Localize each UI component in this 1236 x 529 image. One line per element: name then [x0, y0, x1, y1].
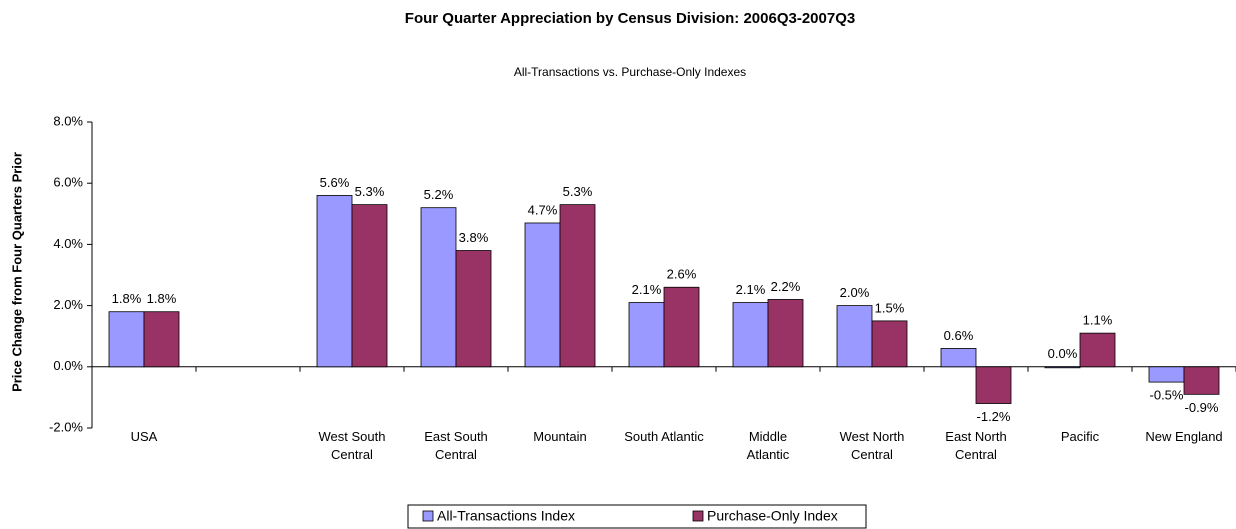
y-axis-label: Price Change from Four Quarters Prior	[9, 152, 24, 392]
x-tick-label-box: East South Central	[424, 429, 488, 462]
bar	[1183, 366, 1220, 395]
x-tick-label: Mountain	[533, 429, 587, 444]
bar	[420, 207, 457, 368]
bar	[628, 302, 665, 368]
bar	[767, 299, 804, 368]
data-label: 5.6%	[320, 175, 350, 190]
data-label: 5.3%	[563, 184, 593, 199]
bar	[559, 204, 596, 368]
y-tick-label: 2.0%	[53, 297, 83, 312]
x-tick-label: East South Central	[424, 429, 488, 462]
x-tick-label-box: West North Central	[839, 429, 905, 462]
legend-swatch	[422, 510, 434, 522]
bar	[975, 366, 1012, 404]
bar	[663, 286, 700, 368]
x-tick-label-box: West South Central	[318, 429, 386, 462]
data-label: 1.8%	[147, 291, 177, 306]
x-tick-label: USA	[130, 429, 158, 444]
x-tick-label-box: Mountain	[533, 429, 587, 444]
data-label: 2.1%	[736, 282, 766, 297]
chart-subtitle: All-Transactions vs. Purchase-Only Index…	[514, 65, 746, 79]
x-tick-label: West North Central	[839, 429, 905, 462]
y-tick-label: 6.0%	[53, 175, 83, 190]
legend-swatch	[692, 510, 704, 522]
bar	[1148, 366, 1185, 383]
data-label: 3.8%	[459, 230, 489, 245]
data-label: 0.0%	[1048, 346, 1078, 361]
bar	[524, 222, 561, 368]
data-label: -1.2%	[977, 409, 1011, 424]
x-tick-label: Pacific	[1060, 429, 1100, 444]
y-tick-label: 0.0%	[53, 358, 83, 373]
data-label: 5.2%	[424, 187, 454, 202]
x-tick-label-box: USA	[130, 429, 158, 444]
data-label: 2.6%	[667, 267, 697, 282]
bar	[455, 250, 492, 368]
x-tick-label: South Atlantic	[624, 429, 704, 444]
data-label: -0.9%	[1185, 400, 1219, 415]
bar	[836, 305, 873, 368]
data-label: 2.0%	[840, 285, 870, 300]
bar	[1044, 366, 1081, 369]
data-label: 2.2%	[771, 279, 801, 294]
data-label: 1.8%	[112, 291, 142, 306]
bar	[108, 311, 145, 368]
bar	[351, 204, 388, 368]
bar	[316, 195, 353, 368]
x-tick-label-box: New England	[1145, 429, 1223, 444]
bar	[871, 320, 908, 368]
data-label: 2.1%	[632, 282, 662, 297]
x-tick-label: Middle Atlantic	[746, 429, 790, 462]
x-tick-label-box: East North Central	[945, 429, 1007, 462]
bar	[940, 348, 977, 368]
x-tick-label-box: South Atlantic	[624, 429, 704, 444]
bar	[732, 302, 769, 368]
legend-label: Purchase-Only Index	[707, 508, 838, 524]
data-label: -0.5%	[1150, 388, 1184, 403]
data-label: 1.5%	[875, 300, 905, 315]
data-label: 0.6%	[944, 328, 974, 343]
y-tick-label: -2.0%	[49, 419, 83, 434]
legend-label: All-Transactions Index	[437, 508, 575, 524]
x-tick-label: East North Central	[945, 429, 1007, 462]
y-tick-label: 4.0%	[53, 236, 83, 251]
bar	[1079, 332, 1116, 368]
bar	[143, 311, 180, 368]
x-tick-label-box: Middle Atlantic	[746, 429, 790, 462]
chart-title: Four Quarter Appreciation by Census Divi…	[405, 10, 855, 27]
x-tick-label-box: Pacific	[1060, 429, 1100, 444]
legend-box	[407, 504, 867, 529]
data-label: 1.1%	[1083, 313, 1113, 328]
data-label: 5.3%	[355, 184, 385, 199]
x-tick-label: New England	[1145, 429, 1223, 444]
data-label: 4.7%	[528, 202, 558, 217]
y-tick-label: 8.0%	[53, 113, 83, 128]
x-tick-label: West South Central	[318, 429, 386, 462]
